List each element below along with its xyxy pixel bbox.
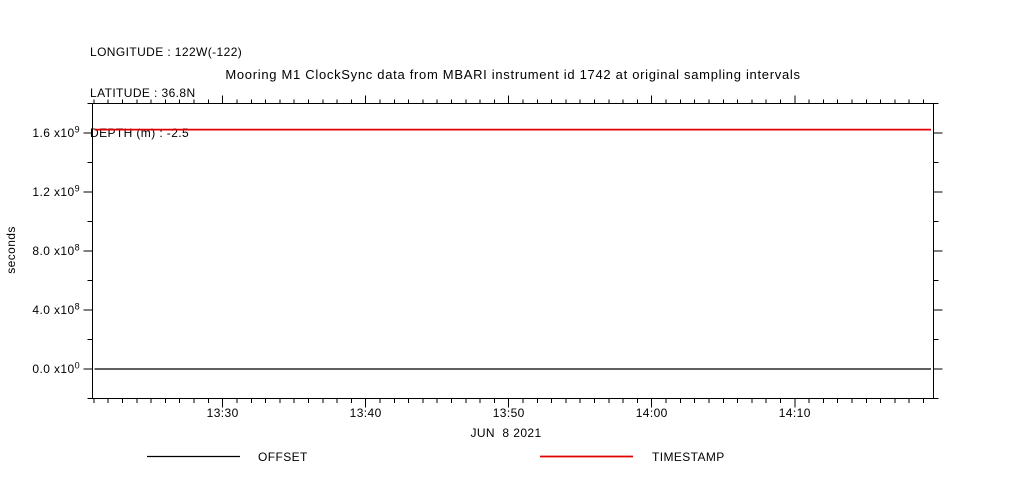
y-tick-label: 0.0 x100	[32, 361, 80, 377]
chart-title: Mooring M1 ClockSync data from MBARI ins…	[225, 67, 800, 82]
location-header: LONGITUDE : 122W(-122) LATITUDE : 36.8N …	[90, 19, 242, 168]
x-tick-label: 13:30	[207, 406, 239, 420]
legend-label-offset: OFFSET	[258, 450, 308, 464]
x-tick-label: 14:10	[779, 406, 811, 420]
header-latitude: LATITUDE : 36.8N	[90, 85, 196, 100]
x-tick-label: 13:40	[350, 406, 382, 420]
x-tick-label: 13:50	[493, 406, 525, 420]
y-tick-label: 1.6 x109	[32, 125, 80, 141]
plot-frame	[92, 103, 934, 399]
legend-label-timestamp: TIMESTAMP	[652, 450, 725, 464]
x-tick-label: 14:00	[636, 406, 668, 420]
x-axis-date-label: JUN 8 2021	[470, 426, 541, 440]
y-tick-label: 1.2 x109	[32, 184, 80, 200]
y-axis-title: seconds	[4, 226, 18, 274]
y-tick-label: 8.0 x108	[32, 243, 80, 259]
header-longitude: LONGITUDE : 122W(-122)	[90, 45, 243, 59]
y-tick-label: 4.0 x108	[32, 302, 80, 318]
